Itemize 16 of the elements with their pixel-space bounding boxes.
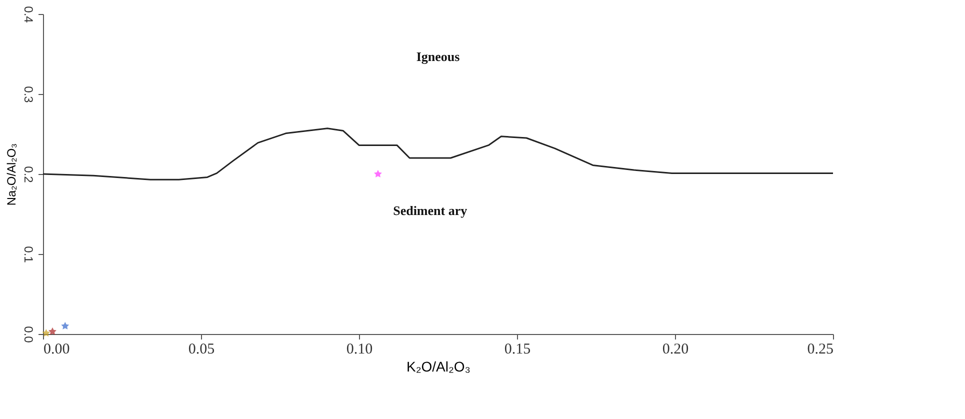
x-tick-label: 0.15 — [504, 342, 531, 358]
annotation: Igneous — [416, 49, 460, 64]
x-tick-label: 0.05 — [188, 342, 215, 358]
y-tick-label: 0.0 — [22, 326, 36, 344]
line-series — [42, 128, 834, 180]
x-tick-label: 0.25 — [807, 342, 834, 358]
y-tick-label: 0.2 — [22, 166, 36, 184]
annotation: Sediment ary — [393, 202, 468, 218]
x-axis-title: K₂O/Al₂O₃ — [406, 358, 471, 374]
y-tick-label: 0.4 — [22, 6, 36, 24]
x-tick-label: 0.20 — [662, 342, 689, 358]
y-tick-label: 0.3 — [22, 86, 36, 104]
y-tick-label: 0.1 — [22, 246, 36, 264]
x-tick-label: 0.10 — [346, 342, 373, 358]
x-tick-label: 0.00 — [44, 342, 70, 358]
y-axis-title: Na₂O/Al₂O₃ — [4, 143, 18, 206]
